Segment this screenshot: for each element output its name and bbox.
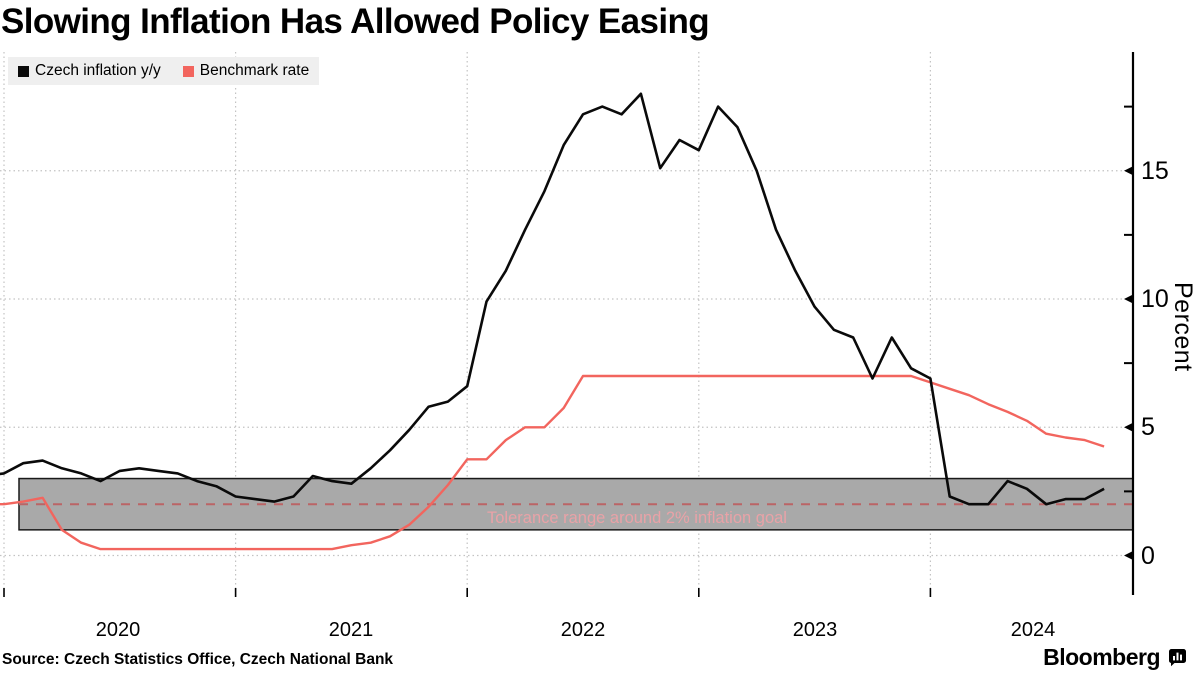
y-tick-label: 5: [1141, 413, 1155, 441]
x-tick-label: 2024: [1010, 619, 1056, 641]
legend-item-rate: Benchmark rate: [182, 62, 310, 80]
y-major-tick: [1124, 422, 1133, 432]
rate-swatch-icon: [182, 65, 194, 77]
y-tick-label: 10: [1141, 285, 1169, 313]
legend-item-inflation: Czech inflation y/y: [18, 62, 161, 80]
inflation-line: [0, 92, 1105, 506]
legend-label-rate: Benchmark rate: [199, 62, 310, 79]
y-major-tick: [1124, 166, 1133, 176]
source-text: Source: Czech Statistics Office, Czech N…: [2, 651, 394, 668]
x-tick-label: 2021: [328, 619, 374, 641]
y-major-tick: [1124, 294, 1133, 304]
bloomberg-logo: Bloomberg: [1043, 644, 1187, 671]
legend: Czech inflation y/y Benchmark rate: [8, 57, 320, 85]
y-axis-title: Percent: [1169, 282, 1197, 372]
chart-title: Slowing Inflation Has Allowed Policy Eas…: [1, 2, 710, 41]
bloomberg-wordmark: Bloomberg: [1043, 644, 1160, 670]
x-tick-label: 2022: [560, 619, 606, 641]
x-tick-label: 2020: [95, 619, 141, 641]
y-tick-label: 0: [1141, 542, 1155, 570]
y-major-tick: [1124, 551, 1133, 560]
bloomberg-chart-icon: [1168, 649, 1186, 667]
y-tick-label: 15: [1141, 157, 1169, 185]
inflation-swatch-icon: [18, 65, 29, 77]
legend-label-inflation: Czech inflation y/y: [35, 62, 161, 79]
x-tick-label: 2023: [792, 619, 838, 641]
tolerance-band-label: Tolerance range around 2% inflation goal: [487, 509, 787, 527]
benchmark-rate-line: [0, 374, 1105, 551]
